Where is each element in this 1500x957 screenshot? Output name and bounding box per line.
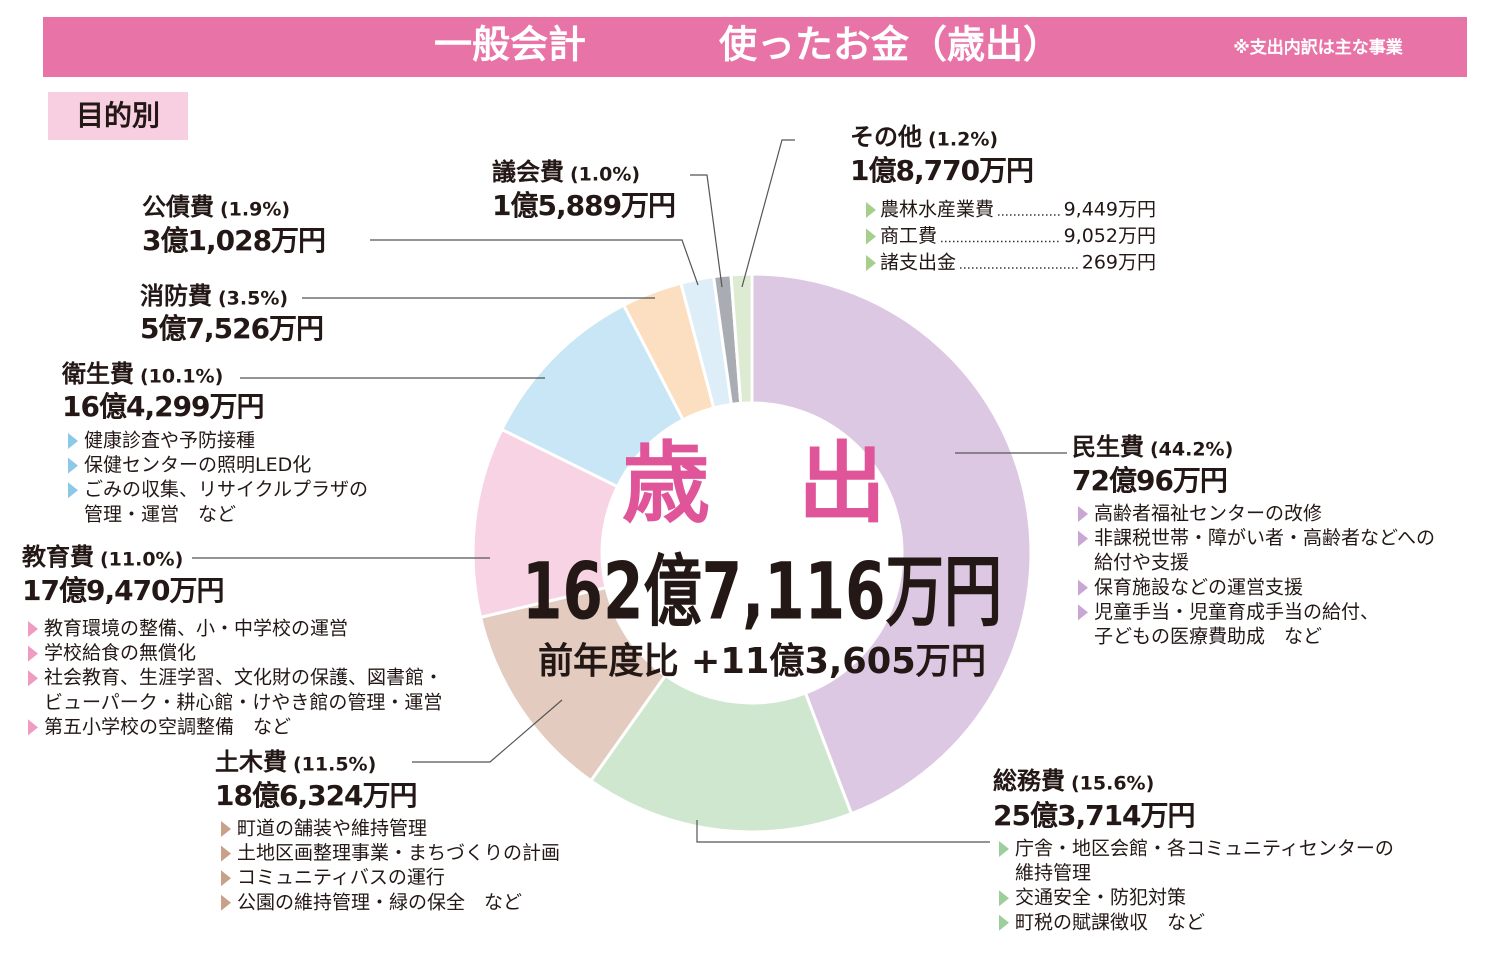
detail-text: ビューパーク・耕心館・けやき館の管理・運営 xyxy=(44,691,442,713)
amount-label: 17億9,470万円 xyxy=(22,574,224,607)
category-label: 民生費 xyxy=(1072,433,1144,461)
detail-text: 児童手当・児童育成手当の給付、 xyxy=(1094,601,1379,623)
detail-text: ごみの収集、リサイクルプラザの xyxy=(84,479,368,501)
value-label: (44.2%) xyxy=(1150,439,1233,461)
bullet xyxy=(866,228,876,245)
detail-text: 町道の舗装や維持管理 xyxy=(237,818,427,840)
chart-title: 一般会計 xyxy=(434,23,586,67)
breakdown-name: 商工費 xyxy=(880,225,937,247)
bullet xyxy=(1078,530,1088,547)
value-label: (1.0%) xyxy=(570,164,640,186)
bullet xyxy=(68,482,78,499)
detail-text: コミュニティバスの運行 xyxy=(237,867,445,889)
detail-text: 社会教育、生涯学習、文化財の保護、図書館・ xyxy=(44,667,443,689)
detail-text: 学校給食の無償化 xyxy=(44,642,196,664)
value-label: (3.5%) xyxy=(218,288,288,310)
detail-text: 保育施設などの運営支援 xyxy=(1094,576,1303,598)
bullet xyxy=(866,202,876,218)
category-label: 消防費 xyxy=(140,282,212,310)
value-label: (11.5%) xyxy=(293,754,376,776)
amount-label: 16億4,299万円 xyxy=(62,390,264,423)
breakdown-amount: 9,052万円 xyxy=(1064,225,1156,247)
center-compare: 前年度比 +11億3,605万円 xyxy=(538,641,986,682)
bullet xyxy=(68,457,78,474)
category-label: 議会費 xyxy=(492,158,564,186)
detail-text: 子どもの医療費助成 など xyxy=(1094,626,1322,648)
value-label: (11.0%) xyxy=(100,549,183,571)
category-label: 教育費 xyxy=(22,543,94,571)
amount-label: 3億1,028万円 xyxy=(142,224,325,257)
value-label: (10.1%) xyxy=(140,366,223,388)
bullet xyxy=(1078,506,1088,522)
category-label: 総務費 xyxy=(993,767,1065,795)
value-label: (1.9%) xyxy=(220,199,290,221)
breakdown-amount: 269万円 xyxy=(1082,252,1156,274)
center-title: 歳 出 xyxy=(622,432,886,535)
category-label: 土木費 xyxy=(215,748,287,776)
bullet xyxy=(1078,604,1088,621)
detail-text: 第五小学校の空調整備 など xyxy=(44,716,291,738)
detail-text: 町税の賦課徴収 など xyxy=(1015,911,1205,933)
detail-text: 管理・運営 など xyxy=(84,503,236,525)
leader-line xyxy=(690,174,723,288)
bullet xyxy=(28,670,38,687)
amount-label: 5億7,526万円 xyxy=(140,312,323,345)
category-label: その他 xyxy=(850,123,922,151)
detail-text: 庁舎・地区会館・各コミュニティセンターの xyxy=(1015,838,1394,860)
bullet xyxy=(221,845,231,862)
detail-text: 保健センターの照明LED化 xyxy=(84,454,311,476)
amount-label: 25億3,714万円 xyxy=(993,799,1195,832)
bullet xyxy=(999,841,1009,857)
bullet xyxy=(68,433,78,449)
breakdown-name: 諸支出金 xyxy=(880,252,956,274)
bullet xyxy=(999,890,1009,907)
bullet xyxy=(221,821,231,837)
bullet xyxy=(866,255,876,271)
leader-line xyxy=(370,239,699,286)
breakdown-name: 農林水産業費 xyxy=(880,199,994,221)
note: ※支出内訳は主な事業 xyxy=(1233,37,1403,58)
leader-line xyxy=(741,139,795,288)
donut-slice xyxy=(729,272,754,406)
bullet xyxy=(28,621,38,637)
leader-line xyxy=(696,820,990,843)
center-total: 162億7,116万円 xyxy=(522,547,1002,637)
bullet xyxy=(1078,579,1088,596)
amount-label: 18億6,324万円 xyxy=(215,779,417,812)
value-label: (15.6%) xyxy=(1071,773,1154,795)
bullet xyxy=(28,645,38,662)
detail-text: 交通安全・防犯対策 xyxy=(1015,887,1186,909)
badge-bg xyxy=(48,92,188,140)
detail-text: 健康診査や予防接種 xyxy=(84,430,255,452)
detail-text: 土地区画整理事業・まちづくりの計画 xyxy=(237,842,560,864)
detail-text: 非課税世帯・障がい者・高齢者などへの xyxy=(1094,527,1435,549)
detail-text: 維持管理 xyxy=(1015,862,1091,884)
badge: 目的別 xyxy=(76,99,160,132)
value-label: (1.2%) xyxy=(928,129,998,151)
amount-label: 1億5,889万円 xyxy=(492,189,675,222)
bullet xyxy=(999,914,1009,931)
bullet xyxy=(28,719,38,736)
bullet xyxy=(221,894,231,911)
breakdown-amount: 9,449万円 xyxy=(1064,199,1156,221)
category-label: 衛生費 xyxy=(61,360,134,388)
donut-slice xyxy=(588,673,854,834)
title-bar xyxy=(43,17,1467,77)
detail-text: 給付や支援 xyxy=(1094,552,1189,574)
detail-text: 教育環境の整備、小・中学校の運営 xyxy=(44,618,348,640)
detail-text: 公園の維持管理・緑の保全 など xyxy=(237,891,522,913)
detail-text: 高齢者福祉センターの改修 xyxy=(1094,503,1322,525)
leader-line xyxy=(412,699,563,763)
chart-subtitle: 使ったお金（歳出） xyxy=(719,23,1061,67)
bullet xyxy=(221,870,231,887)
amount-label: 1億8,770万円 xyxy=(850,154,1033,187)
amount-label: 72億96万円 xyxy=(1072,464,1227,497)
category-label: 公債費 xyxy=(142,193,214,221)
donut-slice xyxy=(750,272,1033,816)
